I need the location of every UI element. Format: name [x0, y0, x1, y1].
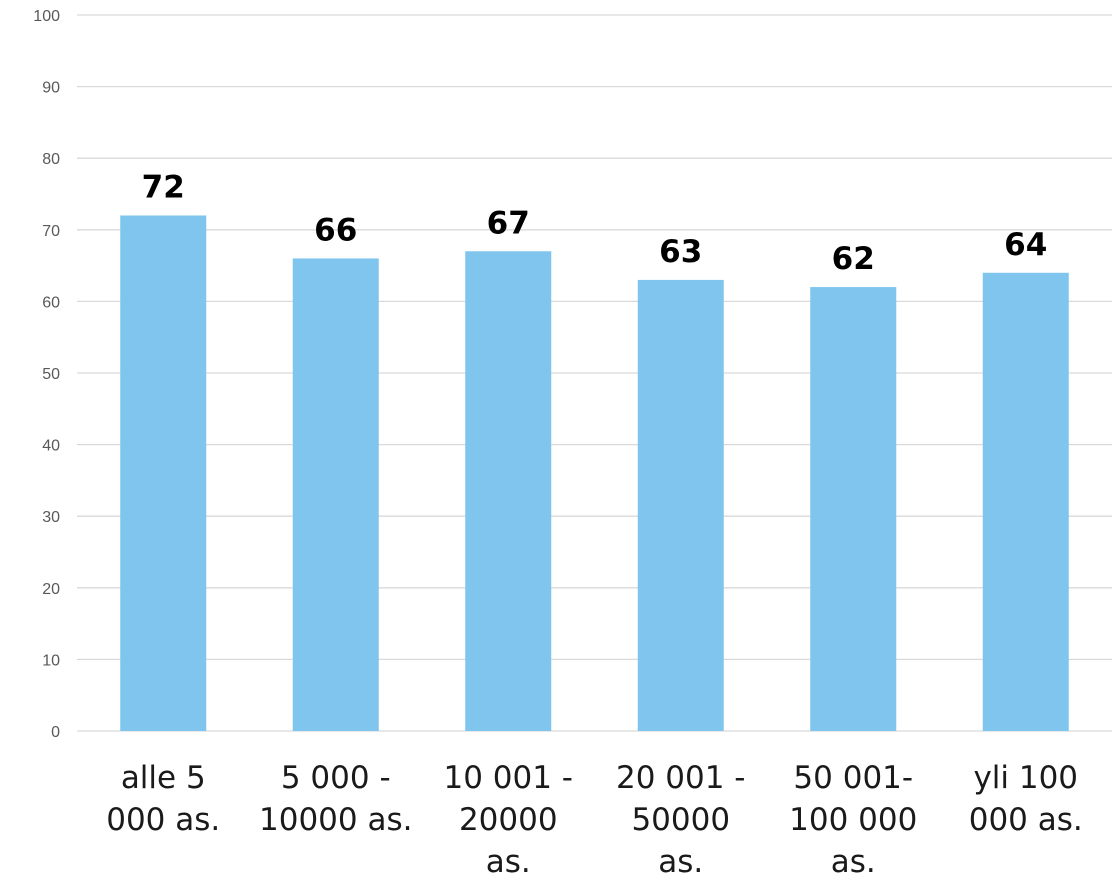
data-label-5: 62 — [832, 241, 875, 277]
data-label-2: 66 — [314, 212, 357, 248]
y-tick-label-80: 80 — [42, 151, 60, 168]
x-tick-label-6: yli 100 000 as. — [969, 760, 1083, 838]
data-label-1: 72 — [142, 169, 185, 205]
y-tick-label-20: 20 — [42, 581, 60, 598]
data-label-4: 63 — [659, 234, 702, 270]
bar-4 — [637, 279, 724, 731]
data-label-3: 67 — [487, 205, 530, 241]
y-tick-label-90: 90 — [42, 80, 60, 97]
data-labels: 72 66 67 63 62 64 — [142, 169, 1048, 277]
x-tick-label-2: 5 000 -10000 as. — [259, 760, 412, 838]
y-tick-label-50: 50 — [42, 366, 60, 383]
y-tick-label-60: 60 — [42, 294, 60, 311]
x-tick-label-1: alle 5 000 as. — [106, 760, 220, 838]
y-tick-label-30: 30 — [42, 509, 60, 526]
y-tick-label-0: 0 — [51, 724, 60, 741]
bar-6 — [982, 272, 1069, 731]
y-tick-label-40: 40 — [42, 438, 60, 455]
x-tick-label-5: 50 001-100 000 as. — [789, 760, 917, 879]
y-axis: 0 10 20 30 40 50 60 70 80 90 100 — [33, 8, 60, 741]
x-axis: alle 5 000 as. 5 000 -10000 as. 10 001 -200… — [106, 760, 1083, 879]
bars — [120, 215, 1069, 732]
data-label-6: 64 — [1004, 227, 1047, 263]
bar-2 — [292, 258, 379, 731]
bar-3 — [465, 251, 552, 731]
bar-5 — [810, 287, 897, 731]
y-tick-label-100: 100 — [33, 8, 60, 25]
x-tick-label-3: 10 001 -20000 as. — [443, 760, 573, 879]
gridlines — [77, 14, 1112, 732]
x-tick-label-4: 20 001 -50000 as. — [616, 760, 746, 879]
y-tick-label-70: 70 — [42, 223, 60, 240]
bar-1 — [120, 215, 207, 732]
y-tick-label-10: 10 — [42, 652, 60, 669]
